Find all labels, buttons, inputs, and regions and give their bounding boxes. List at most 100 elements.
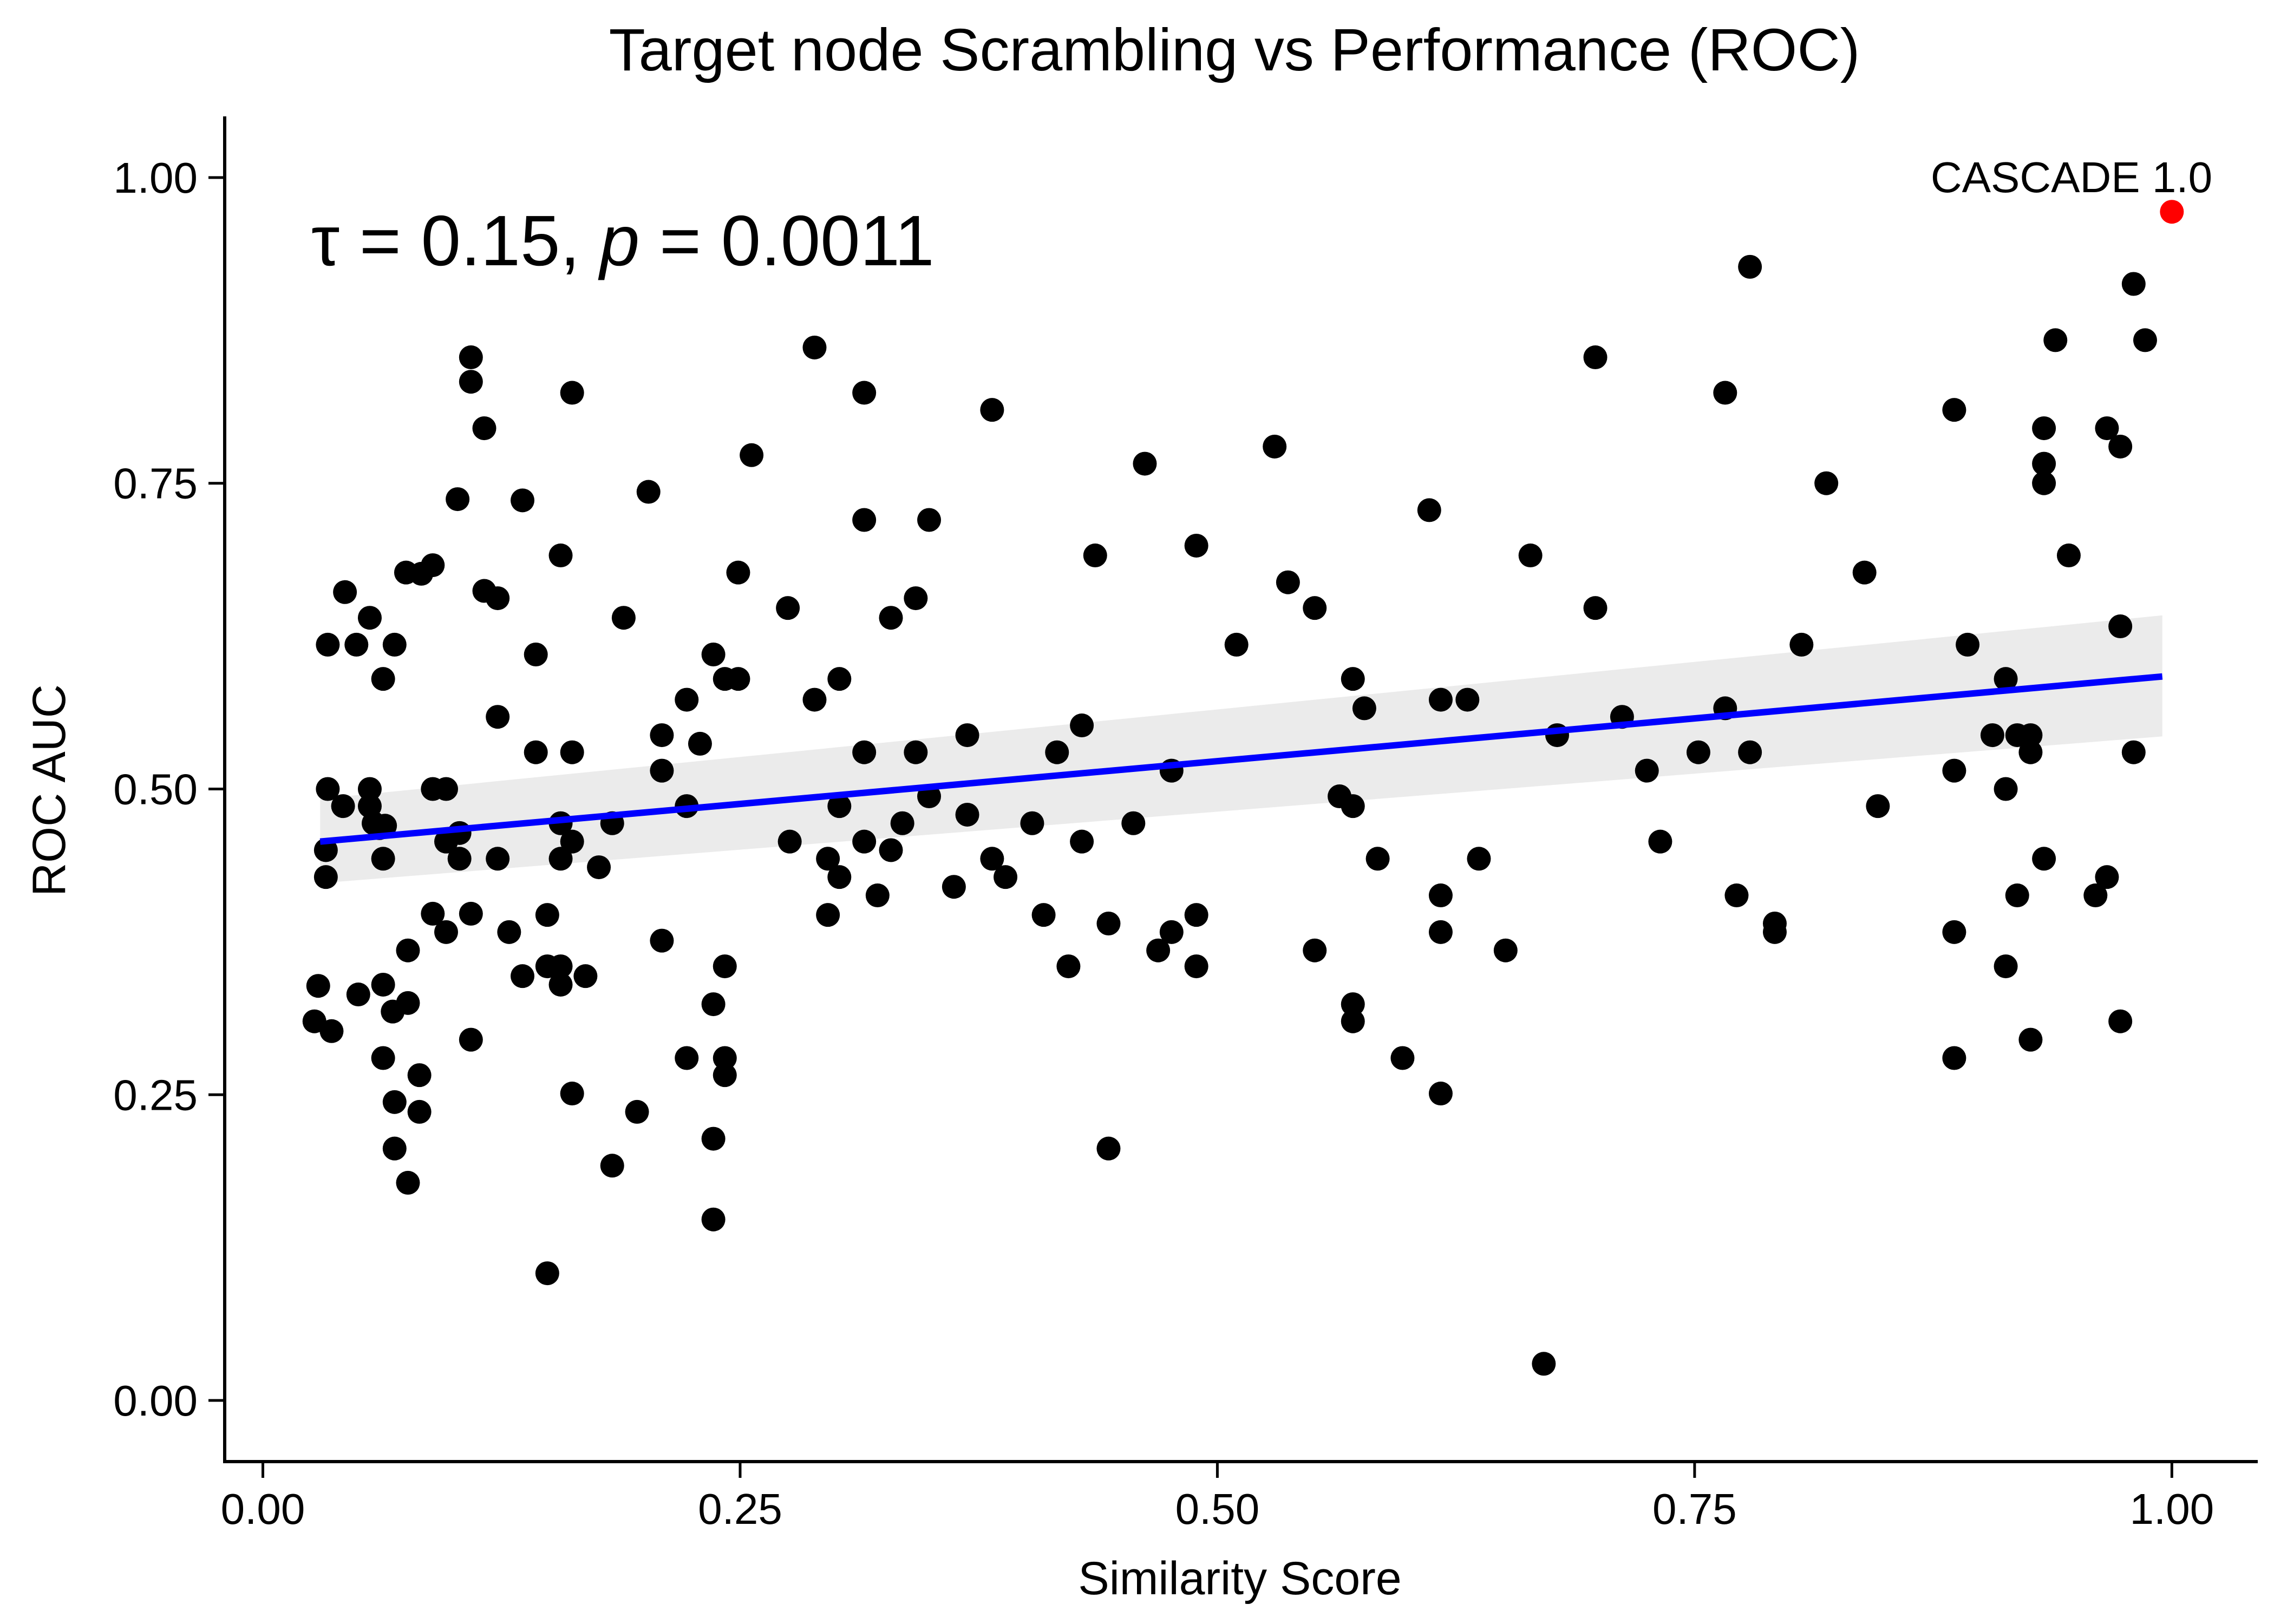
- data-point: [1070, 829, 1094, 854]
- data-point: [535, 903, 559, 927]
- data-point: [1583, 345, 1608, 370]
- data-point: [2005, 883, 2029, 908]
- data-point: [827, 794, 852, 818]
- data-point: [955, 723, 979, 748]
- data-point: [371, 847, 395, 871]
- data-point: [407, 1099, 432, 1124]
- data-point: [2095, 416, 2119, 441]
- data-point: [917, 508, 942, 532]
- p-value: = 0.0011: [639, 201, 934, 280]
- data-point: [560, 1082, 584, 1106]
- data-point: [2018, 723, 2043, 748]
- highlight-point: [2160, 200, 2184, 224]
- data-point: [1031, 903, 1056, 927]
- data-point: [446, 487, 470, 512]
- x-tick-label: 0.25: [698, 1485, 782, 1533]
- data-point: [1341, 992, 1365, 1017]
- data-point: [1455, 687, 1480, 712]
- data-point: [1428, 920, 1453, 944]
- data-point: [2032, 416, 2056, 441]
- data-point: [319, 1019, 344, 1043]
- data-point: [548, 972, 573, 997]
- data-point: [994, 865, 1018, 889]
- data-point: [548, 954, 573, 979]
- data-point: [827, 865, 852, 889]
- data-point: [1045, 740, 1069, 764]
- data-point: [421, 901, 445, 926]
- data-point: [1789, 632, 1814, 657]
- data-point: [2108, 1009, 2133, 1033]
- data-point: [548, 847, 573, 871]
- y-tick-label: 0.50: [113, 765, 198, 814]
- data-point: [434, 777, 458, 801]
- data-point: [1365, 847, 1390, 871]
- data-point: [313, 838, 338, 862]
- tau-value: = 0.15,: [339, 201, 600, 280]
- data-point: [459, 1027, 483, 1052]
- data-point: [1096, 1136, 1121, 1161]
- data-point: [357, 606, 382, 630]
- y-axis-title: ROC AUC: [23, 684, 75, 896]
- data-point: [1146, 938, 1171, 962]
- data-point: [2018, 740, 2043, 764]
- data-point: [1866, 794, 1890, 818]
- data-point: [382, 1090, 407, 1114]
- data-point: [1341, 1009, 1365, 1033]
- data-point: [701, 1207, 726, 1232]
- data-point: [344, 632, 369, 657]
- data-point: [1724, 883, 1749, 908]
- data-point: [1994, 777, 2018, 801]
- data-point: [331, 794, 355, 818]
- data-point: [2121, 740, 2146, 764]
- data-point: [1184, 954, 1208, 979]
- data-point: [879, 606, 903, 630]
- data-point: [371, 667, 395, 691]
- confidence-band-layer: [320, 615, 2162, 883]
- data-point: [1303, 938, 1327, 962]
- data-point: [1942, 398, 1966, 422]
- data-point: [573, 964, 598, 988]
- data-point: [2083, 883, 2108, 908]
- y-tick-label: 0.75: [113, 460, 198, 508]
- data-point: [852, 381, 877, 405]
- data-point: [2032, 451, 2056, 476]
- data-point: [980, 847, 1004, 871]
- x-tick-label: 0.00: [221, 1485, 305, 1533]
- data-point: [357, 777, 382, 801]
- data-point: [1852, 560, 1877, 585]
- data-point: [511, 964, 535, 988]
- data-point: [1341, 667, 1365, 691]
- data-point: [560, 381, 584, 405]
- data-point: [2108, 614, 2133, 639]
- data-point: [1532, 1352, 1556, 1376]
- data-point: [2043, 328, 2068, 352]
- data-point: [486, 705, 510, 729]
- data-point: [865, 883, 890, 908]
- data-point: [625, 1099, 649, 1124]
- data-point: [2108, 434, 2133, 459]
- data-point: [650, 723, 674, 748]
- data-point: [1994, 667, 2018, 691]
- data-point: [688, 731, 712, 756]
- data-point: [1070, 713, 1094, 738]
- data-point: [675, 687, 699, 712]
- confidence-band: [320, 615, 2162, 883]
- data-point: [371, 1046, 395, 1070]
- data-point: [316, 777, 340, 801]
- data-point: [1583, 596, 1608, 620]
- data-point: [1738, 254, 1762, 279]
- data-point: [1942, 920, 1966, 944]
- data-point: [346, 983, 370, 1007]
- data-point: [2018, 1027, 2043, 1052]
- data-point: [421, 553, 445, 578]
- data-point: [472, 416, 496, 441]
- data-point: [396, 938, 420, 962]
- highlight-layer: [2160, 200, 2184, 224]
- data-point: [1994, 954, 2018, 979]
- correlation-annotation: τ = 0.15, p = 0.0011: [311, 201, 935, 280]
- data-point: [675, 1046, 699, 1070]
- data-point: [816, 847, 840, 871]
- data-point: [407, 1063, 432, 1088]
- data-point: [713, 954, 737, 979]
